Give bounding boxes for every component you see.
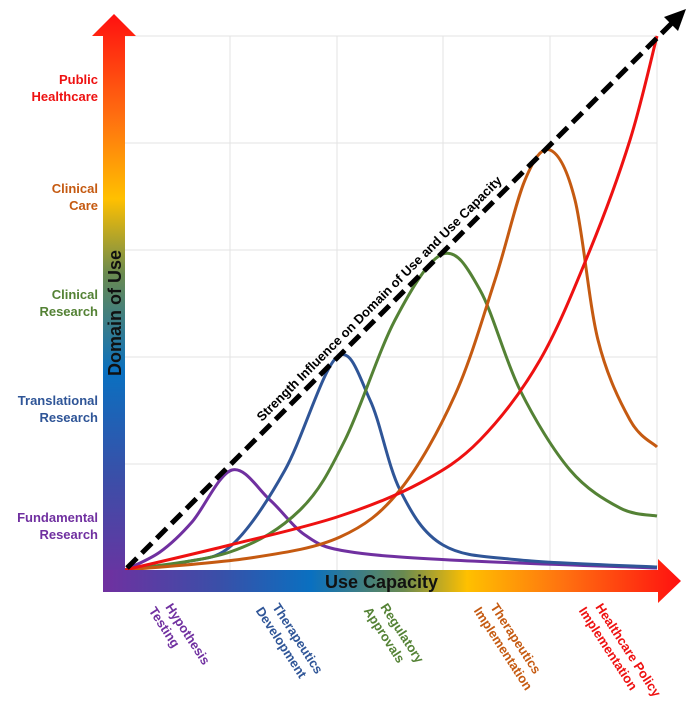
y-label-line: Public <box>59 72 98 87</box>
grid <box>125 35 658 570</box>
y-axis-arrow <box>92 14 136 592</box>
diagonal-arrowhead <box>664 9 686 31</box>
y-label: Translational Research <box>18 393 98 425</box>
y-label: Clinical Research <box>39 287 98 319</box>
curve-hypothesis-testing <box>124 468 658 572</box>
curve-healthcare-policy-implementation <box>124 35 659 572</box>
diagonal-dashed-line <box>125 17 678 570</box>
y-label-line: Research <box>39 410 98 425</box>
y-label-line: Translational <box>18 393 98 408</box>
x-label: HypothesisTesting <box>146 595 213 676</box>
x-label: TherapeuticsDevelopment <box>253 595 326 685</box>
x-label: Healthcare PolicyImplementation <box>576 595 665 708</box>
y-label-line: Research <box>39 304 98 319</box>
y-label: Clinical Care <box>52 181 98 213</box>
y-axis-title: Domain of Use <box>105 250 125 376</box>
y-label-line: Clinical <box>52 287 98 302</box>
curve-therapeutics-development <box>124 353 658 572</box>
x-axis-arrow <box>103 559 681 603</box>
x-label: RegulatoryApprovals <box>361 595 428 675</box>
curve-regulatory-approvals <box>124 251 658 572</box>
x-axis-title: Use Capacity <box>325 572 438 592</box>
diagonal-label: Strength Influence on Domain of Use and … <box>254 172 506 424</box>
y-label-line: Clinical <box>52 181 98 196</box>
y-label: Public Healthcare <box>32 72 98 104</box>
y-label-line: Research <box>39 527 98 542</box>
y-label-line: Care <box>69 198 98 213</box>
x-label: TherapeuticsImplementation <box>471 595 549 693</box>
y-label-line: Fundamental <box>17 510 98 525</box>
y-label: Fundamental Research <box>17 510 98 542</box>
y-label-line: Healthcare <box>32 89 98 104</box>
curve-therapeutics-implementation <box>124 147 659 572</box>
